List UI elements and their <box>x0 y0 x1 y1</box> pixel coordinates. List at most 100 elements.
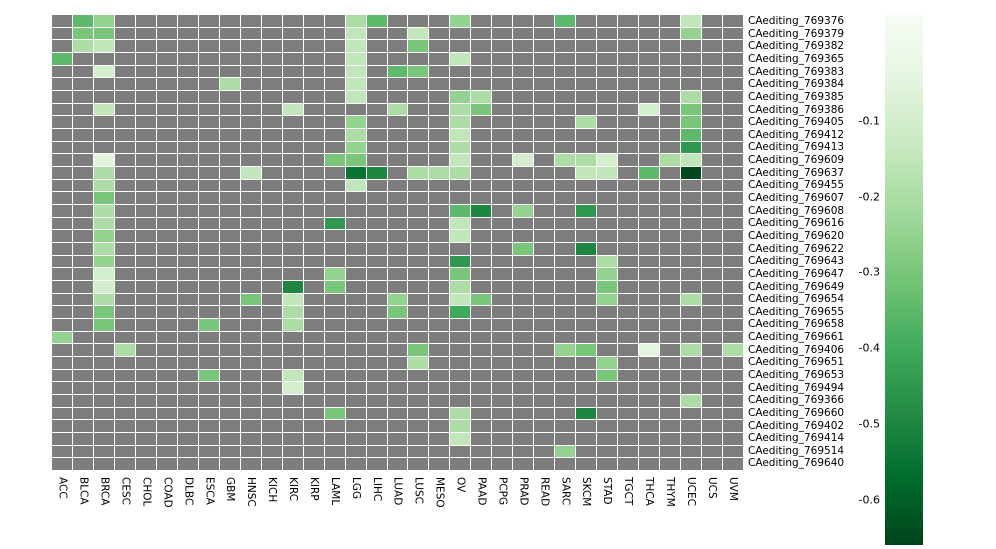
heatmap-cell <box>723 369 743 382</box>
row-label: CAediting_769616 <box>748 217 845 230</box>
heatmap-cell <box>261 319 282 331</box>
heatmap-cell <box>702 407 723 420</box>
heatmap-cell <box>681 192 702 204</box>
heatmap-cell <box>345 91 366 103</box>
heatmap-cell <box>492 369 513 382</box>
heatmap-cell <box>52 407 72 420</box>
heatmap-cell <box>471 230 492 242</box>
heatmap-cell <box>450 167 471 179</box>
heatmap-cell <box>660 395 681 407</box>
heatmap-cell <box>324 319 345 331</box>
heatmap-cell <box>387 407 408 420</box>
heatmap-cell <box>513 445 534 458</box>
heatmap-cell <box>324 53 345 65</box>
heatmap-cell <box>52 103 72 116</box>
row-label: CAediting_769649 <box>748 280 845 293</box>
heatmap-cell <box>534 91 555 103</box>
heatmap-cell <box>534 103 555 116</box>
heatmap-cell <box>135 433 156 445</box>
heatmap-cell <box>555 407 576 420</box>
heatmap-cell <box>219 331 240 344</box>
col-label: CESC <box>119 477 132 505</box>
heatmap-cell <box>702 331 723 344</box>
heatmap-cell <box>345 40 366 52</box>
heatmap-cell <box>324 103 345 116</box>
heatmap-cell <box>324 395 345 407</box>
heatmap-cell <box>156 243 177 255</box>
heatmap-cell <box>93 369 114 382</box>
heatmap-cell <box>303 331 324 344</box>
heatmap-cell <box>177 40 198 52</box>
heatmap-cell <box>597 27 618 40</box>
heatmap-cell <box>366 40 387 52</box>
heatmap-cell <box>303 306 324 318</box>
heatmap-cell <box>240 420 261 432</box>
heatmap-cell <box>429 445 450 458</box>
heatmap-cell <box>702 15 723 27</box>
heatmap-cell <box>660 217 681 230</box>
heatmap-cell <box>618 255 639 268</box>
heatmap-cell <box>471 192 492 204</box>
heatmap-cell <box>471 40 492 52</box>
heatmap-cell <box>240 319 261 331</box>
heatmap-cell <box>492 458 513 470</box>
heatmap-cell <box>345 306 366 318</box>
heatmap-cell <box>219 91 240 103</box>
col-label-slot: PAAD <box>471 477 492 541</box>
heatmap-cell <box>429 433 450 445</box>
heatmap-cell <box>261 179 282 192</box>
heatmap-cell <box>555 369 576 382</box>
col-label-slot: OV <box>450 477 471 541</box>
colorbar-tick-label: -0.3 <box>858 265 880 279</box>
heatmap-cell <box>534 357 555 369</box>
heatmap-cell <box>660 15 681 27</box>
heatmap-cell <box>261 331 282 344</box>
heatmap-cell <box>177 167 198 179</box>
heatmap-cell <box>681 420 702 432</box>
heatmap-cell <box>156 395 177 407</box>
heatmap-cell <box>156 116 177 128</box>
heatmap-cell <box>513 91 534 103</box>
heatmap-cell <box>156 255 177 268</box>
heatmap-cell <box>114 344 135 356</box>
heatmap-cell <box>660 129 681 141</box>
heatmap-cell <box>324 293 345 306</box>
heatmap-cell <box>408 268 429 280</box>
heatmap-cell <box>681 27 702 40</box>
row-label: CAediting_769413 <box>748 141 845 154</box>
heatmap-cell <box>177 91 198 103</box>
heatmap-cell <box>513 27 534 40</box>
heatmap-cell <box>282 53 303 65</box>
heatmap-cell <box>303 255 324 268</box>
col-label: OV <box>454 477 467 493</box>
heatmap-cell <box>639 116 660 128</box>
heatmap-cell <box>282 179 303 192</box>
heatmap-cell <box>114 40 135 52</box>
heatmap-cell <box>219 129 240 141</box>
heatmap-cell <box>576 192 597 204</box>
heatmap-cell <box>240 331 261 344</box>
heatmap-cell <box>534 243 555 255</box>
heatmap-cell <box>240 40 261 52</box>
heatmap-cell <box>52 141 72 154</box>
heatmap-cell <box>177 78 198 90</box>
heatmap-cell <box>618 40 639 52</box>
heatmap-cell <box>387 319 408 331</box>
heatmap-cell <box>576 281 597 293</box>
heatmap-cell <box>513 293 534 306</box>
heatmap-cell <box>93 268 114 280</box>
heatmap-cell <box>513 395 534 407</box>
heatmap-cell <box>282 65 303 78</box>
heatmap-cell <box>471 357 492 369</box>
heatmap-cell <box>429 243 450 255</box>
heatmap-cell <box>471 243 492 255</box>
heatmap-cell <box>702 192 723 204</box>
heatmap-cell <box>345 331 366 344</box>
heatmap-cell <box>429 268 450 280</box>
heatmap-cell <box>597 192 618 204</box>
col-label: MESO <box>433 477 446 508</box>
col-label: KIRC <box>287 477 300 502</box>
heatmap-cell <box>618 78 639 90</box>
heatmap-cell <box>156 357 177 369</box>
heatmap-cell <box>492 217 513 230</box>
